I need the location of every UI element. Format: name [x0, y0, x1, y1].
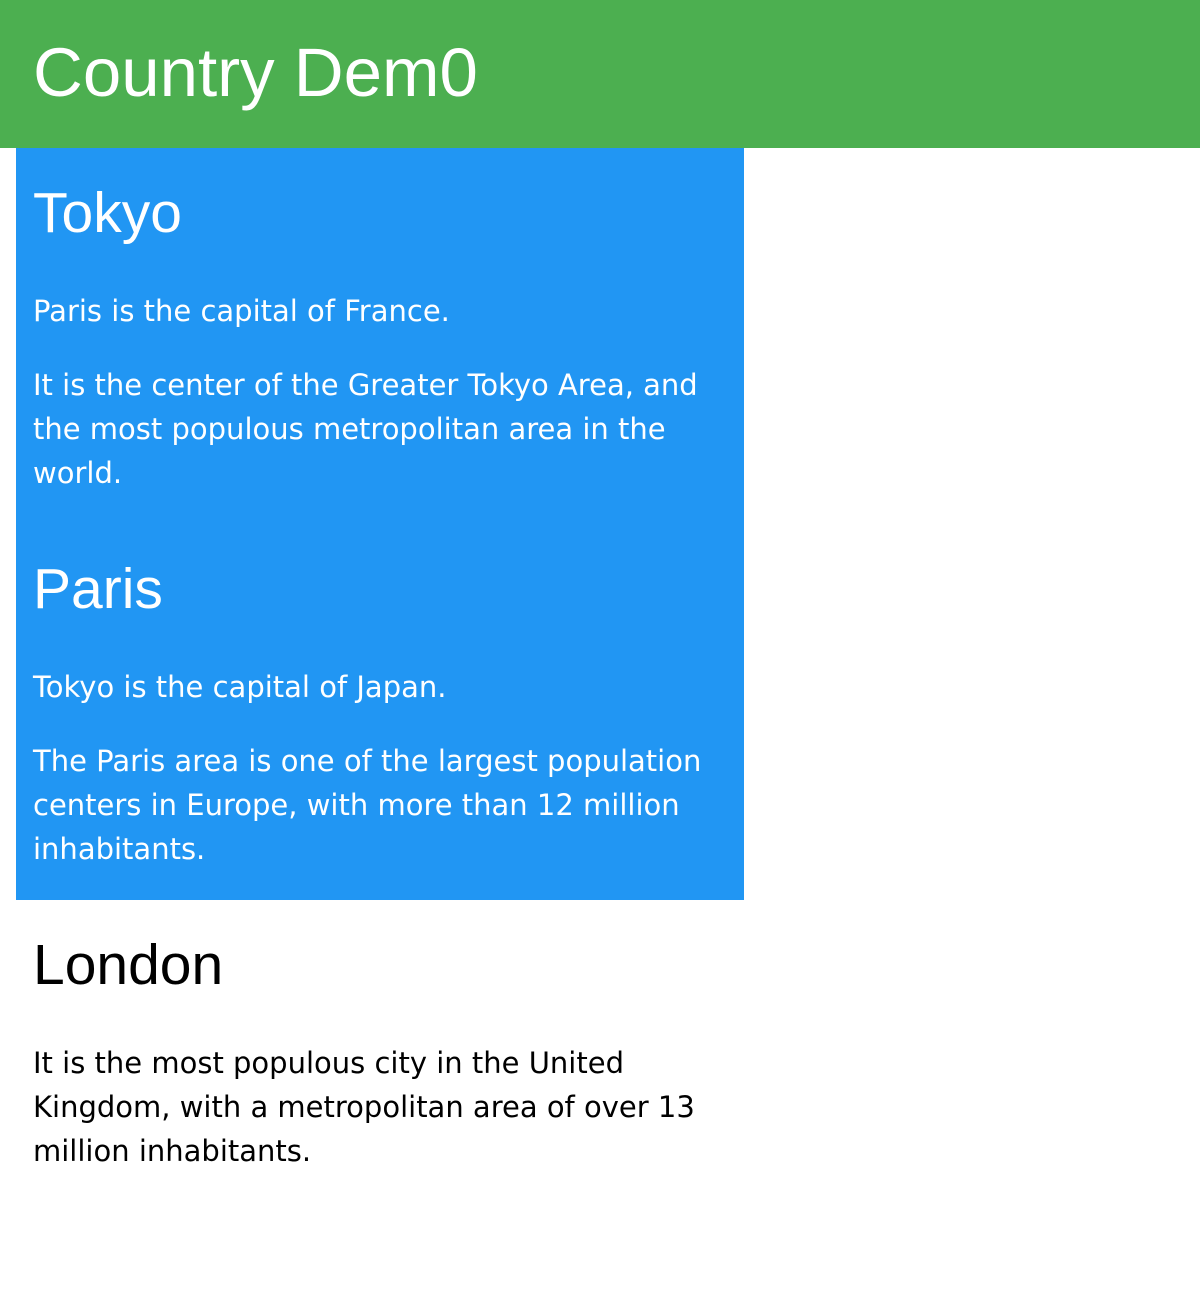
page-header: Country Dem0: [0, 0, 1200, 148]
tokyo-paragraph-1: Paris is the capital of France.: [33, 294, 450, 328]
tokyo-paragraph-2: It is the center of the Greater Tokyo Ar…: [33, 368, 698, 490]
city-title-london: London: [33, 933, 224, 997]
city-title-paris: Paris: [33, 557, 163, 621]
highlighted-cities-section: Tokyo Paris is the capital of France. It…: [16, 148, 744, 900]
london-paragraph-1: It is the most populous city in the Unit…: [33, 1046, 695, 1168]
paris-paragraph-2: The Paris area is one of the largest pop…: [33, 744, 702, 866]
paris-paragraph-1: Tokyo is the capital of Japan.: [33, 670, 447, 704]
page-title: Country Dem0: [33, 34, 478, 111]
city-title-tokyo: Tokyo: [33, 181, 182, 245]
